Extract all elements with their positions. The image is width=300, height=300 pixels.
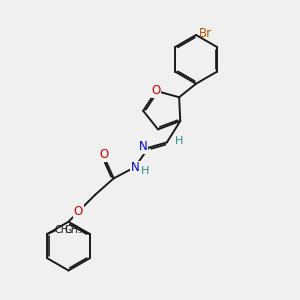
Text: N: N	[139, 140, 148, 153]
Text: O: O	[152, 85, 161, 98]
Text: Br: Br	[199, 27, 212, 40]
Text: H: H	[175, 136, 184, 146]
Text: CH₃: CH₃	[64, 225, 82, 236]
Text: CH₃: CH₃	[55, 225, 73, 236]
Text: O: O	[100, 148, 109, 161]
Text: H: H	[141, 166, 150, 176]
Text: O: O	[74, 205, 83, 218]
Text: N: N	[131, 161, 140, 174]
